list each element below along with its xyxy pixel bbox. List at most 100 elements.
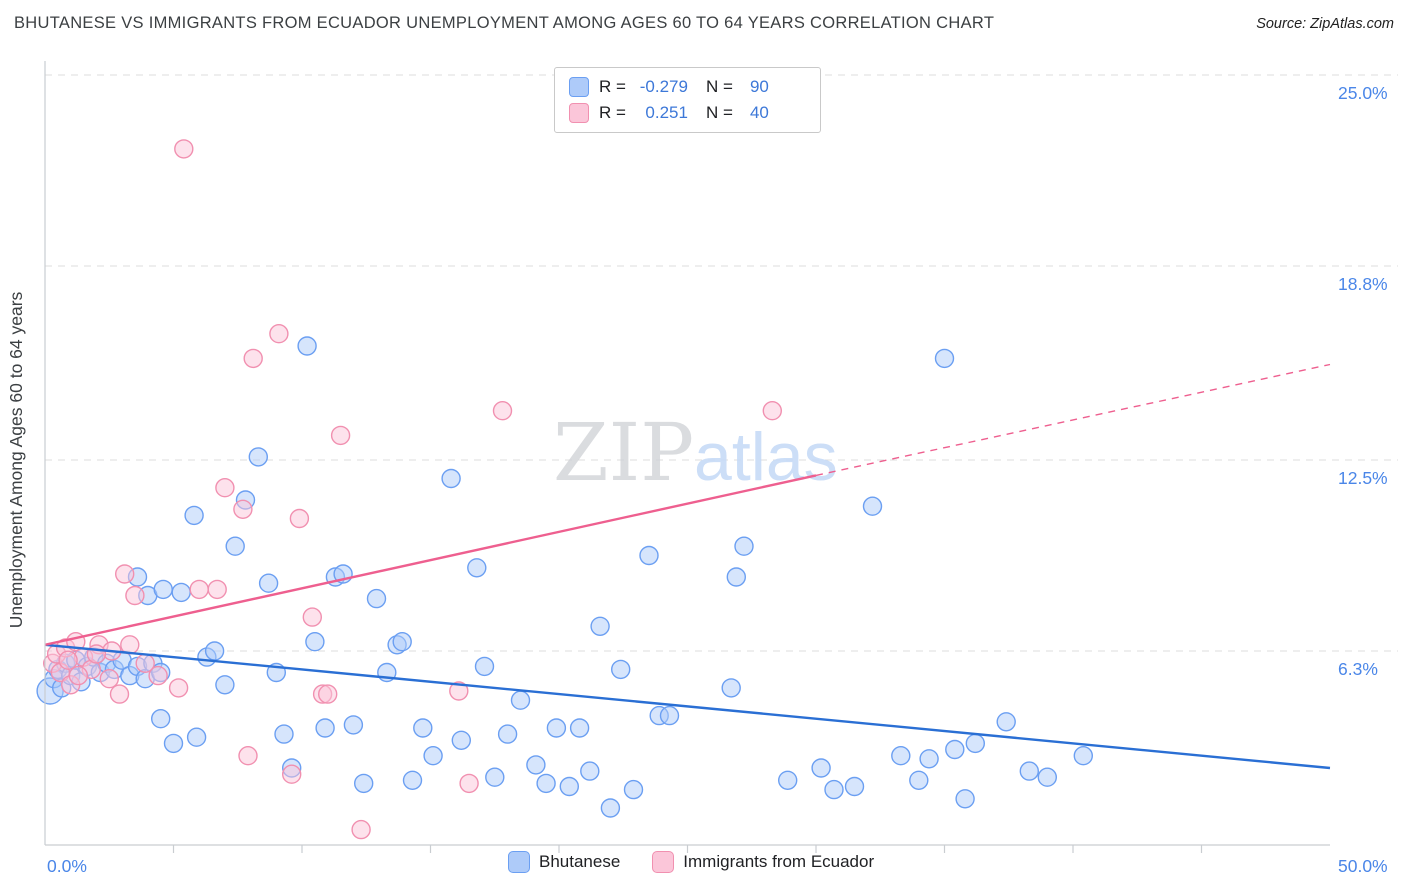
watermark: ZIPatlas bbox=[553, 406, 838, 499]
data-point bbox=[1037, 767, 1058, 787]
r-label: R = bbox=[599, 77, 626, 96]
data-point bbox=[402, 770, 423, 790]
data-point bbox=[413, 718, 433, 738]
data-point bbox=[215, 675, 235, 695]
trend-line-ecuador bbox=[44, 474, 817, 646]
data-point bbox=[569, 718, 590, 738]
data-point bbox=[189, 579, 209, 600]
data-point bbox=[215, 478, 235, 498]
ecuador-swatch-icon bbox=[569, 103, 589, 123]
data-point bbox=[289, 508, 310, 529]
data-point bbox=[248, 447, 268, 467]
data-point bbox=[451, 730, 471, 750]
data-point bbox=[485, 767, 505, 787]
data-point bbox=[459, 773, 479, 794]
data-point bbox=[721, 678, 741, 698]
data-point bbox=[844, 776, 865, 797]
data-point bbox=[351, 819, 371, 840]
data-point bbox=[909, 770, 929, 790]
scatter-chart: 25.0% 18.8% 12.5% 6.3% ZIPatlas 0.0% 50.0% U… bbox=[6, 61, 1398, 876]
data-point bbox=[965, 733, 985, 754]
data-point bbox=[99, 669, 120, 689]
data-point bbox=[1073, 746, 1094, 766]
n-label: N = bbox=[705, 103, 733, 122]
bhutanese-swatch-icon bbox=[508, 851, 530, 873]
r-value-bhutanese: -0.279 bbox=[639, 77, 688, 96]
data-point bbox=[639, 545, 659, 566]
data-point bbox=[441, 468, 461, 489]
data-point bbox=[659, 705, 680, 726]
data-point bbox=[580, 761, 600, 781]
data-point bbox=[330, 425, 351, 446]
data-point bbox=[526, 755, 546, 775]
data-point bbox=[559, 776, 579, 797]
data-point bbox=[955, 789, 975, 809]
data-point bbox=[510, 690, 531, 710]
data-point bbox=[726, 567, 746, 587]
data-point bbox=[366, 588, 387, 609]
legend-row-ecuador: R = 0.251 N = 40 bbox=[569, 103, 806, 123]
data-point bbox=[269, 324, 289, 344]
y-axis-title: Unemployment Among Ages 60 to 64 years bbox=[6, 291, 26, 628]
y-tick-label: 18.8% bbox=[1338, 274, 1388, 294]
data-point bbox=[153, 579, 173, 600]
data-point bbox=[862, 496, 883, 516]
data-point bbox=[233, 499, 253, 519]
data-point bbox=[546, 718, 567, 738]
data-point bbox=[168, 678, 189, 698]
data-points bbox=[36, 139, 1094, 840]
data-point bbox=[934, 348, 955, 369]
data-point bbox=[392, 632, 412, 652]
data-point bbox=[1019, 761, 1040, 781]
source-link[interactable]: Source: ZipAtlas.com bbox=[1256, 16, 1394, 32]
n-value-bhutanese: 90 bbox=[749, 77, 769, 96]
data-point bbox=[623, 779, 644, 800]
ecuador-swatch-icon bbox=[652, 851, 675, 873]
correlation-legend: R = -0.279 N = 90 R = 0.251 N = 40 bbox=[554, 67, 821, 133]
data-point bbox=[734, 536, 754, 556]
data-point bbox=[184, 505, 204, 526]
data-point bbox=[125, 585, 145, 606]
series-ecuador bbox=[43, 139, 782, 840]
data-point bbox=[58, 650, 78, 670]
data-point bbox=[204, 641, 225, 661]
n-label: N = bbox=[705, 77, 733, 96]
trend-line-ecuador-extrapolated bbox=[815, 363, 1331, 477]
data-point bbox=[492, 401, 513, 421]
data-point bbox=[238, 746, 258, 766]
data-point bbox=[611, 659, 631, 680]
data-point bbox=[449, 681, 469, 701]
watermark-atlas: atlas bbox=[694, 419, 838, 495]
data-point bbox=[163, 733, 184, 754]
data-point bbox=[86, 644, 107, 664]
data-point bbox=[945, 739, 965, 760]
data-point bbox=[315, 718, 335, 738]
data-point bbox=[778, 770, 798, 790]
data-point bbox=[600, 798, 621, 818]
data-point bbox=[343, 715, 364, 735]
series-legend: Bhutanese Immigrants from Ecuador bbox=[508, 851, 874, 873]
data-point bbox=[302, 607, 322, 627]
trend-lines bbox=[44, 363, 1331, 770]
data-point bbox=[423, 746, 443, 766]
data-point bbox=[354, 773, 374, 794]
data-point bbox=[996, 712, 1016, 732]
legend-item-ecuador: Immigrants from Ecuador bbox=[652, 851, 874, 873]
gridlines: 25.0% 18.8% 12.5% 6.3% bbox=[45, 74, 1398, 679]
data-point bbox=[811, 758, 831, 778]
y-tick-label: 6.3% bbox=[1338, 659, 1378, 679]
watermark-zip: ZIP bbox=[553, 406, 694, 499]
data-point bbox=[148, 665, 168, 686]
y-tick-label: 25.0% bbox=[1338, 83, 1388, 103]
legend-label: Bhutanese bbox=[539, 852, 621, 871]
data-point bbox=[243, 348, 263, 369]
legend-item-bhutanese: Bhutanese bbox=[508, 851, 620, 873]
data-point bbox=[274, 724, 294, 744]
r-value-ecuador: 0.251 bbox=[645, 103, 688, 122]
data-point bbox=[68, 665, 89, 686]
trend-line-bhutanese bbox=[44, 643, 1331, 770]
data-point bbox=[919, 749, 939, 769]
x-tick-label: 50.0% bbox=[1338, 856, 1388, 876]
legend-row-bhutanese: R = -0.279 N = 90 bbox=[569, 77, 806, 97]
data-point bbox=[174, 139, 194, 159]
